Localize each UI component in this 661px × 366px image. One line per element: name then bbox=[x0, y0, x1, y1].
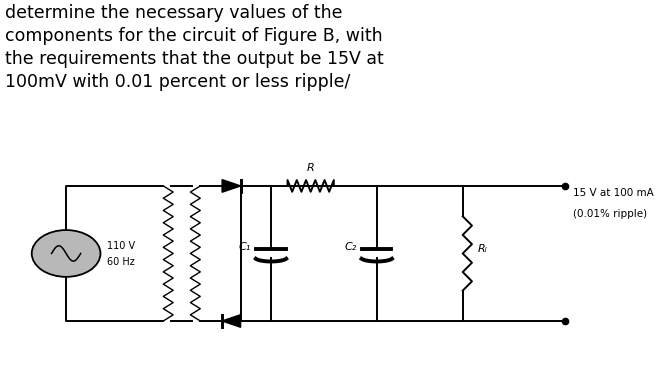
Text: R: R bbox=[307, 163, 315, 173]
Text: Rₗ: Rₗ bbox=[477, 244, 487, 254]
Text: determine the necessary values of the
components for the circuit of Figure B, wi: determine the necessary values of the co… bbox=[5, 4, 384, 91]
Polygon shape bbox=[222, 180, 241, 192]
Text: C₁: C₁ bbox=[239, 242, 251, 252]
Text: 60 Hz: 60 Hz bbox=[107, 257, 135, 268]
Text: C₂: C₂ bbox=[344, 242, 357, 252]
Text: 15 V at 100 mA: 15 V at 100 mA bbox=[573, 188, 654, 198]
Text: (0.01% ripple): (0.01% ripple) bbox=[573, 209, 647, 219]
Text: 110 V: 110 V bbox=[107, 241, 136, 251]
Circle shape bbox=[32, 230, 100, 277]
Polygon shape bbox=[222, 315, 241, 327]
